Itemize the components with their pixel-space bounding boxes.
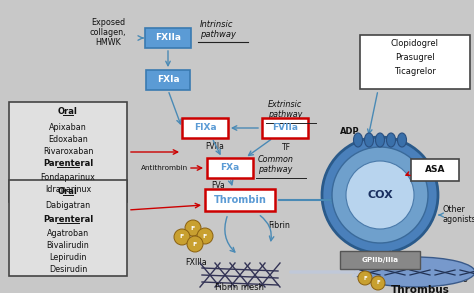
Text: Thrombin: Thrombin [214,195,266,205]
Text: collagen,: collagen, [90,28,126,37]
Text: Exposed: Exposed [91,18,125,27]
Ellipse shape [354,133,363,147]
Text: Common: Common [258,155,294,164]
Bar [207,158,253,178]
Text: Prasugrel: Prasugrel [395,54,435,62]
Text: TF: TF [282,144,291,152]
Text: F: F [180,234,184,239]
Bar [360,35,470,89]
Text: FXIa: FXIa [157,76,179,84]
Circle shape [332,147,428,243]
Text: FVa: FVa [211,180,225,190]
Text: FXa: FXa [220,163,240,173]
Text: Lepirudin: Lepirudin [49,253,87,263]
Text: Intrinsic: Intrinsic [200,20,234,29]
Text: ADP: ADP [340,127,360,137]
Circle shape [358,271,372,285]
Text: F: F [363,275,367,280]
Circle shape [322,137,438,253]
Bar [182,118,228,138]
Circle shape [346,161,414,229]
Text: F: F [203,234,207,239]
Text: Extrinsic: Extrinsic [268,100,302,109]
Text: Fibrin mesh: Fibrin mesh [216,283,264,292]
Text: F: F [193,241,197,246]
Circle shape [197,228,213,244]
Text: F: F [191,226,195,231]
Text: FXIIa: FXIIa [155,33,181,42]
Text: pathway: pathway [200,30,236,39]
Text: FXIIIa: FXIIIa [185,258,207,267]
Bar [205,189,275,211]
Text: Idraparinux: Idraparinux [45,185,91,195]
Text: FVIIa: FVIIa [272,124,298,132]
Ellipse shape [398,133,407,147]
Ellipse shape [355,257,474,287]
Text: Antithrombin: Antithrombin [141,165,189,171]
Text: Dabigatran: Dabigatran [46,202,91,210]
Text: ASA: ASA [425,166,445,175]
Text: Platelet plug: Platelet plug [415,273,468,282]
Text: Oral: Oral [58,108,78,117]
Ellipse shape [365,133,374,147]
Text: Fondaparinux: Fondaparinux [41,173,95,183]
Bar [262,118,308,138]
Text: Agatroban: Agatroban [47,229,89,239]
Text: Parenteral: Parenteral [43,215,93,224]
Text: GPIIb/IIIa: GPIIb/IIIa [362,257,399,263]
Circle shape [187,236,203,252]
Text: HMWK: HMWK [95,38,121,47]
Circle shape [371,276,385,290]
Bar [340,251,420,269]
Text: Rivaroxaban: Rivaroxaban [43,147,93,156]
Text: Oral: Oral [58,188,78,197]
Text: Ticagrelor: Ticagrelor [394,67,436,76]
Text: Thrombus: Thrombus [391,285,449,293]
Ellipse shape [375,133,384,147]
Text: Desirudin: Desirudin [49,265,87,275]
Text: Bivalirudin: Bivalirudin [46,241,90,251]
Text: Other: Other [443,205,466,214]
Text: FIXa: FIXa [194,124,216,132]
Circle shape [185,220,201,236]
Bar [146,70,190,90]
Text: Parenteral: Parenteral [43,159,93,168]
Text: pathway: pathway [268,110,302,119]
Text: F: F [376,280,380,285]
Circle shape [174,229,190,245]
Text: Apixaban: Apixaban [49,124,87,132]
Text: Fibrin: Fibrin [268,221,290,229]
Bar [411,159,459,181]
Text: pathway: pathway [258,165,292,174]
Text: FVIIa: FVIIa [206,142,224,151]
Text: agonists: agonists [443,215,474,224]
Text: Edoxaban: Edoxaban [48,135,88,144]
Text: COX: COX [367,190,393,200]
Ellipse shape [386,133,395,147]
Bar [9,102,127,202]
Bar [145,28,191,48]
Text: Clopidogrel: Clopidogrel [391,40,439,49]
Bar [9,180,127,276]
